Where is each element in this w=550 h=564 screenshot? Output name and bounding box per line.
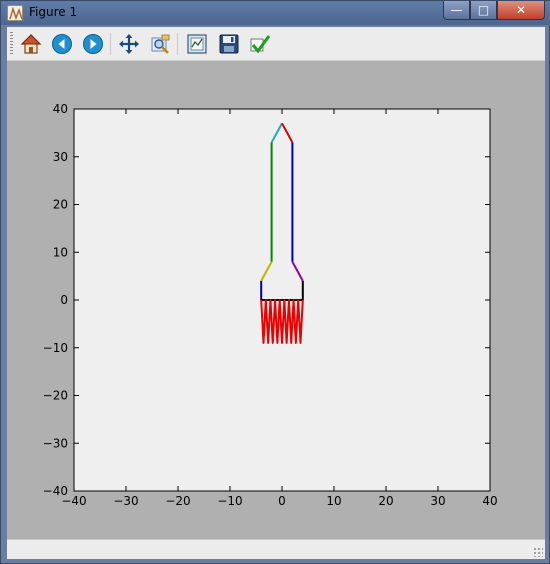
minimize-icon: —: [450, 3, 463, 17]
maximize-button[interactable]: □: [470, 1, 497, 20]
home-button[interactable]: [19, 32, 43, 56]
y-tick-label: 40: [53, 102, 68, 116]
toolbar-separator: [177, 33, 178, 55]
forward-button[interactable]: [81, 32, 105, 56]
minimize-button[interactable]: —: [443, 1, 470, 20]
x-tick-label: 10: [326, 494, 341, 508]
y-tick-label: 20: [53, 198, 68, 212]
y-tick-label: −30: [43, 436, 68, 450]
pan-icon: [119, 34, 139, 54]
zoom-button[interactable]: [148, 32, 172, 56]
x-tick-label: −40: [61, 494, 86, 508]
window-title: Figure 1: [29, 5, 78, 19]
maximize-icon: □: [477, 3, 490, 17]
back-icon: [52, 34, 72, 54]
subplots-button[interactable]: [185, 32, 209, 56]
app-icon[interactable]: [7, 5, 23, 21]
title-bar[interactable]: Figure 1 — □ ✕: [1, 1, 550, 25]
edit-icon: [250, 35, 271, 54]
toolbar-grip[interactable]: [10, 32, 13, 56]
save-icon: [219, 34, 239, 54]
navigation-toolbar: [7, 27, 545, 61]
x-tick-label: 40: [482, 494, 497, 508]
rocket-segment-1: [281, 122, 294, 143]
y-tick-label: 30: [53, 150, 68, 164]
window-client: −40 −30 −20 −10 0 10 20 30 40 40 30 20 10 0 −10 −20 −30 −…: [7, 27, 545, 559]
edit-button[interactable]: [248, 32, 272, 56]
close-button[interactable]: ✕: [497, 1, 545, 20]
status-bar: [7, 539, 545, 559]
plot-canvas[interactable]: −40 −30 −20 −10 0 10 20 30 40 40 30 20 10 0 −10 −20 −30 −…: [7, 61, 545, 539]
x-tick-label: −10: [217, 494, 242, 508]
pan-button[interactable]: [117, 32, 141, 56]
y-tick-label: 0: [60, 293, 68, 307]
x-tick-label: 30: [430, 494, 445, 508]
figure-canvas[interactable]: −40 −30 −20 −10 0 10 20 30 40 40 30 20 10 0 −10 −20 −30 −…: [7, 61, 545, 539]
subplots-icon: [187, 34, 207, 54]
x-tick-label: 0: [278, 494, 286, 508]
tick-layer: −40 −30 −20 −10 0 10 20 30 40 40 30 20 10 0 −10 −20 −30 −…: [43, 102, 498, 508]
resize-grip[interactable]: [533, 547, 543, 557]
zoom-icon: [151, 34, 170, 54]
save-button[interactable]: [217, 32, 241, 56]
y-tick-label: −40: [43, 484, 68, 498]
x-tick-label: −20: [165, 494, 190, 508]
toolbar-separator: [110, 33, 111, 55]
x-tick-label: 20: [378, 494, 393, 508]
exhaust-flame: [260, 299, 304, 344]
close-icon: ✕: [515, 3, 527, 17]
rocket-segment-0: [270, 122, 283, 143]
y-tick-label: −10: [43, 341, 68, 355]
x-tick-label: −30: [113, 494, 138, 508]
y-tick-label: −20: [43, 389, 68, 403]
y-tick-label: 10: [53, 245, 68, 259]
back-button[interactable]: [50, 32, 74, 56]
rocket-segment-4: [260, 261, 273, 282]
forward-icon: [83, 34, 103, 54]
home-icon: [20, 34, 42, 54]
rocket-segment-5: [291, 261, 304, 282]
series-layer: [260, 122, 304, 344]
